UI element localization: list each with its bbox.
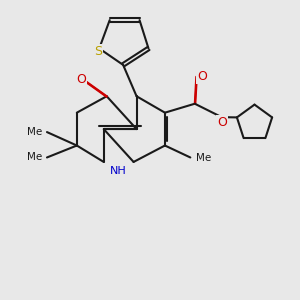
Text: O: O (76, 73, 86, 86)
Text: Me: Me (27, 127, 43, 137)
Text: S: S (94, 45, 102, 58)
Text: O: O (197, 70, 207, 83)
Text: Me: Me (196, 153, 212, 164)
Text: O: O (217, 116, 227, 129)
Text: Me: Me (27, 152, 43, 163)
Text: NH: NH (110, 167, 127, 176)
